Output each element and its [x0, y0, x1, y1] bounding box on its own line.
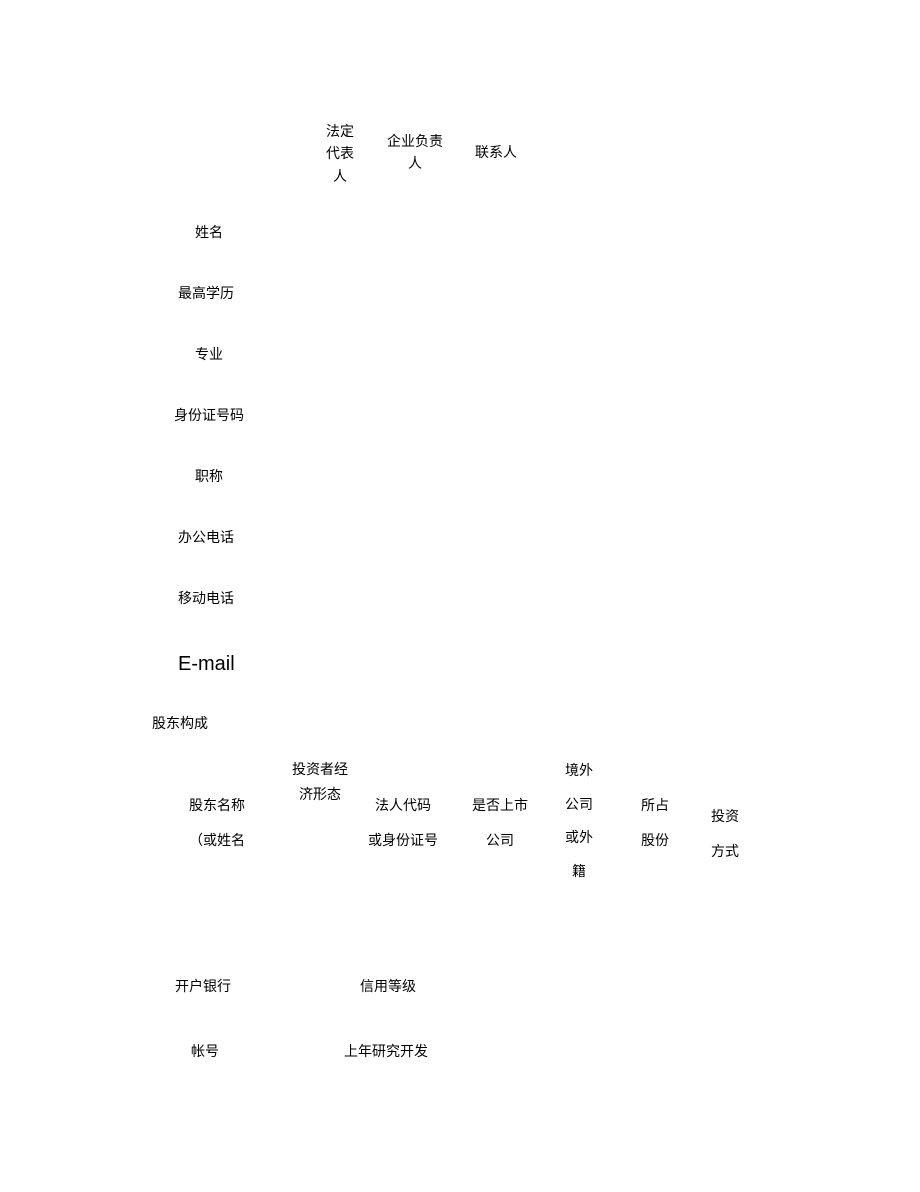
shareholder-title: 股东构成 — [152, 714, 208, 736]
label-account: 帐号 — [191, 1042, 219, 1064]
label-id-number: 身份证号码 — [174, 406, 244, 428]
label-credit: 信用等级 — [360, 977, 416, 999]
shareholder-col-share: 所占 股份 — [630, 789, 680, 859]
label-bank: 开户银行 — [175, 977, 231, 999]
header-enterprise-manager: 企业负责 人 — [375, 132, 455, 177]
label-email: E-mail — [178, 648, 235, 680]
shareholder-col-is-listed: 是否上市 公司 — [460, 789, 540, 859]
label-major: 专业 — [195, 345, 223, 367]
header-contact: 联系人 — [466, 143, 526, 165]
label-title: 职称 — [195, 467, 223, 489]
label-office-phone: 办公电话 — [178, 528, 234, 550]
shareholder-col-legal-code: 法人代码 或身份证号 — [358, 789, 448, 859]
shareholder-col-name: 股东名称 （或姓名 — [172, 789, 262, 859]
shareholder-col-overseas: 境外 公司 或外 籍 — [554, 755, 604, 889]
header-legal-rep: 法定 代表 人 — [315, 122, 365, 189]
label-rd: 上年研究开发 — [344, 1042, 428, 1064]
label-name: 姓名 — [195, 223, 223, 245]
label-education: 最高学历 — [178, 284, 234, 306]
shareholder-col-investment-method: 投资 方式 — [700, 800, 750, 870]
shareholder-col-economic-form: 投资者经 济形态 — [280, 758, 360, 808]
label-mobile: 移动电话 — [178, 589, 234, 611]
